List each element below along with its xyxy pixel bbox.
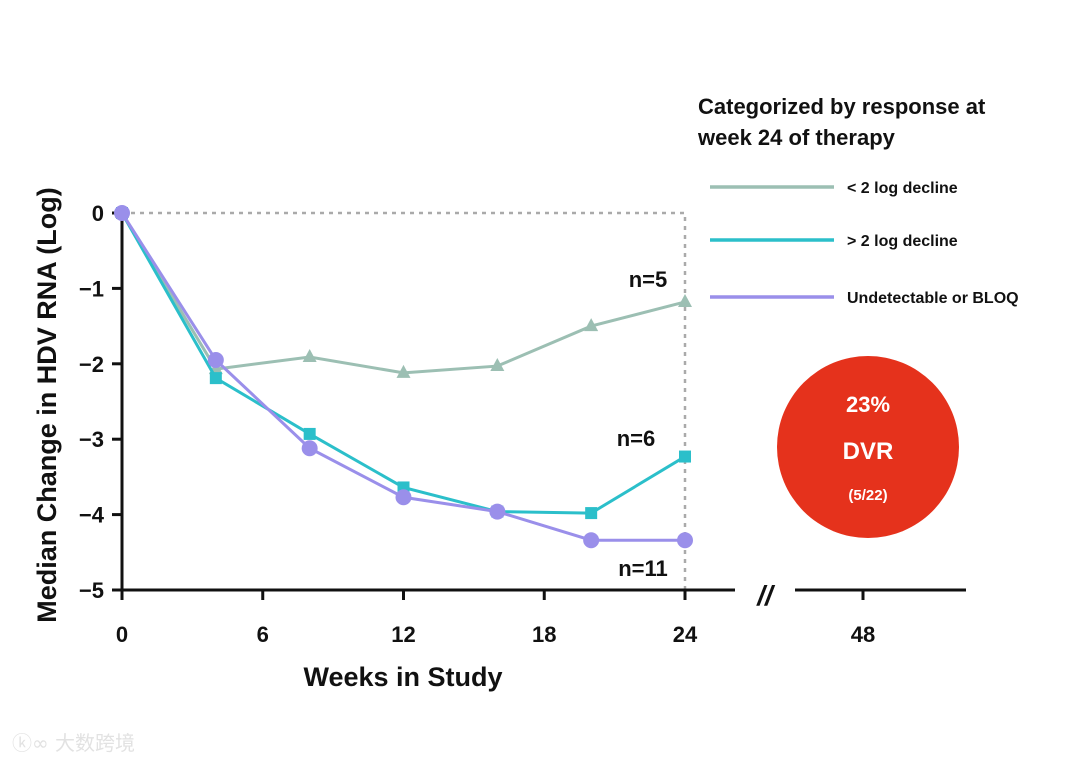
y-tick-label: −1 [79,276,104,301]
dvr-percent: 23% [846,392,890,417]
data-point-triangle [490,358,505,372]
n-annotation: n=5 [629,267,668,292]
y-tick-label: −2 [79,352,104,377]
data-point-circle [677,532,693,549]
y-tick-label: 0 [92,201,104,226]
y-tick-label: −4 [79,503,105,528]
data-point-triangle [396,364,411,378]
data-point-triangle [584,318,599,332]
data-point-square [303,427,316,440]
dvr-label: DVR [843,438,894,465]
data-point-circle [301,440,318,457]
x-tick-label: 6 [257,622,269,647]
data-point-triangle [678,293,692,307]
reference-dotted-line [122,211,687,590]
n-annotation: n=11 [618,556,668,581]
x-axis-label: Weeks in Study [303,662,502,692]
data-point-triangle [302,349,317,363]
y-tick-label: −3 [79,427,104,452]
data-point-square [209,372,222,385]
y-tick-label: −5 [79,578,104,603]
axis-break-mark: // [755,580,776,611]
legend-title-line1: Categorized by response at [698,94,986,119]
x-tick-label: 24 [673,622,698,647]
dvr-detail: (5/22) [848,487,887,504]
x-tick-label: 48 [851,622,875,647]
x-tick-label: 0 [116,622,128,647]
watermark: ⓚ∞ 大数跨境 [12,731,135,755]
series-line [120,212,686,515]
x-tick-label: 12 [391,622,415,647]
data-point-circle [489,503,506,520]
y-axis-label: Median Change in HDV RNA (Log) [32,187,62,622]
data-point-circle [207,352,224,369]
n-annotation: n=6 [617,426,656,451]
legend-label: Undetectable or BLOQ [847,290,1019,307]
legend-label: < 2 log decline [847,180,958,197]
data-point-circle [583,532,600,549]
data-point-circle [114,205,130,221]
legend-label: > 2 log decline [847,233,958,250]
legend-title-line2: week 24 of therapy [697,125,896,150]
data-point-circle [395,489,412,506]
x-tick-label: 18 [532,622,556,647]
data-point-square [679,450,691,463]
dvr-badge [777,356,959,538]
data-point-square [585,507,598,520]
series-line [120,212,686,375]
